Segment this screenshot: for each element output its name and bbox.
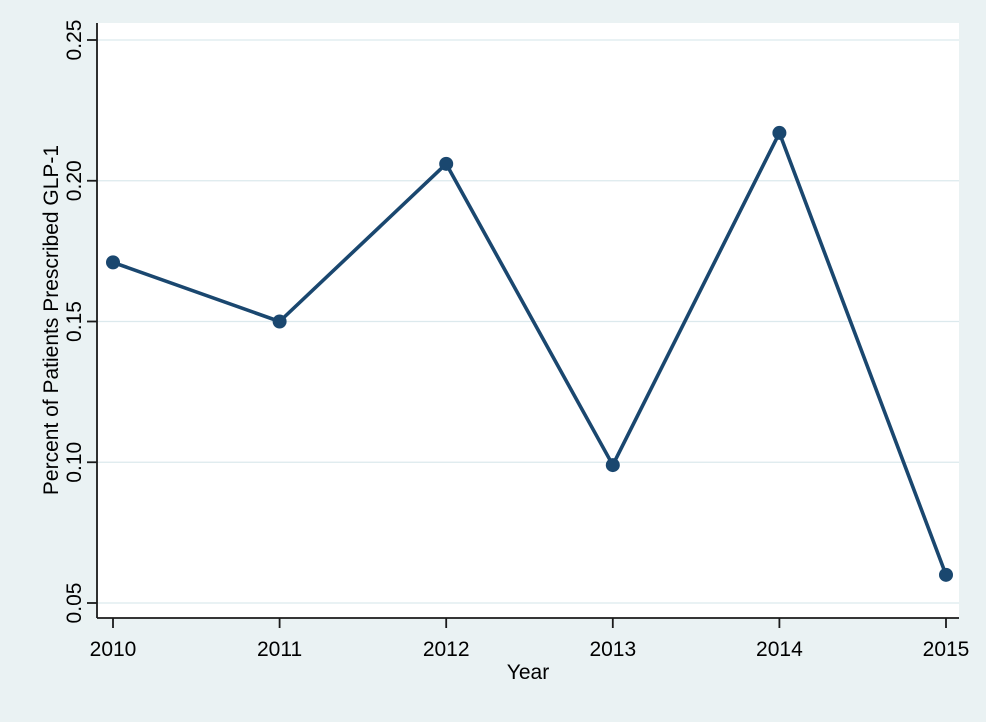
x-axis-title: Year — [507, 661, 549, 684]
data-point-marker-2015 — [939, 567, 953, 582]
y-tick-label-0.25: 0.25 — [63, 20, 86, 61]
data-point-marker-2014 — [772, 125, 787, 140]
gridlines — [98, 39, 959, 604]
x-tick-label-2011: 2011 — [257, 638, 302, 661]
line-series-glp1 — [111, 131, 948, 577]
data-series — [106, 125, 953, 582]
y-tick-label-0.05: 0.05 — [63, 583, 86, 624]
y-tick-label-0.20: 0.20 — [63, 160, 86, 201]
data-point-marker-2010 — [106, 255, 120, 270]
x-tick-label-2010: 2010 — [90, 638, 137, 661]
plot-area — [98, 23, 959, 618]
x-axis-ticks: 2010 2011 2012 2013 2014 2015 — [90, 618, 970, 661]
x-tick-label-2014: 2014 — [756, 638, 803, 661]
data-point-marker-2012 — [439, 156, 454, 171]
x-tick-label-2015: 2015 — [923, 638, 970, 661]
y-axis-ticks: 0.05 0.10 0.15 0.20 0.25 — [63, 20, 97, 624]
y-tick-label-0.15: 0.15 — [63, 301, 86, 342]
data-point-marker-2011 — [272, 314, 287, 329]
y-tick-label-0.10: 0.10 — [63, 442, 86, 483]
x-tick-label-2012: 2012 — [423, 638, 470, 661]
y-axis-title: Percent of Patients Prescribed GLP-1 — [40, 145, 63, 495]
x-tick-label-2013: 2013 — [589, 638, 636, 661]
axes — [96, 23, 959, 619]
data-point-marker-2013 — [605, 458, 620, 473]
